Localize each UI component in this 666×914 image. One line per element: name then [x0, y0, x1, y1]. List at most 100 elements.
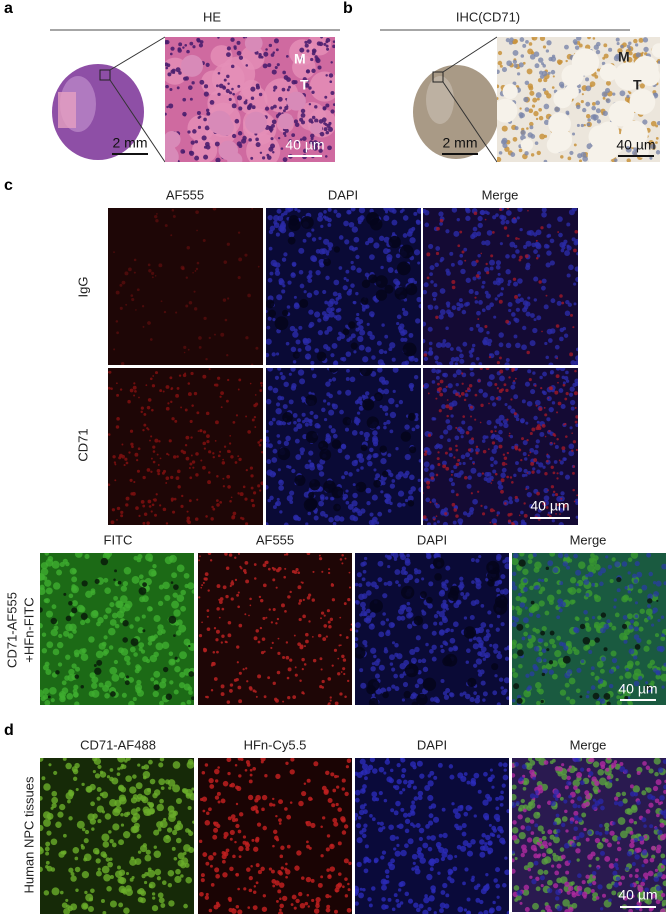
cell	[74, 762, 80, 769]
cell	[270, 137, 274, 141]
cell	[414, 578, 420, 584]
cell	[423, 896, 430, 904]
cell	[363, 823, 368, 828]
cell	[342, 667, 346, 671]
cell	[323, 624, 328, 628]
cell	[528, 85, 534, 91]
cell	[124, 457, 128, 461]
cell	[534, 561, 542, 570]
cell	[308, 391, 312, 395]
cell	[189, 150, 195, 156]
cell	[366, 590, 372, 596]
cell	[205, 411, 210, 416]
cell	[434, 305, 439, 310]
cell	[541, 208, 547, 213]
cell	[528, 503, 534, 509]
cell	[180, 589, 186, 596]
cell	[306, 778, 311, 783]
cell	[279, 897, 282, 901]
cell	[41, 776, 46, 781]
cell	[253, 563, 257, 566]
cell	[402, 215, 409, 221]
cell	[554, 106, 561, 113]
cell	[543, 658, 547, 663]
cell	[205, 811, 210, 816]
cell	[228, 91, 233, 95]
cell	[229, 866, 234, 872]
cell	[605, 80, 611, 86]
cell	[475, 259, 479, 263]
cell	[482, 698, 486, 702]
cell	[113, 808, 118, 813]
cell	[311, 115, 316, 120]
cell	[472, 643, 480, 650]
cell	[603, 43, 608, 48]
cell	[454, 854, 458, 858]
cell	[253, 885, 257, 888]
cell	[63, 630, 70, 637]
cell	[630, 619, 635, 624]
cell	[394, 643, 399, 648]
cell	[559, 513, 561, 515]
cell	[206, 434, 210, 439]
cell	[214, 795, 220, 800]
cell	[76, 820, 85, 829]
cell	[498, 342, 504, 348]
cell	[113, 461, 117, 464]
cell	[289, 801, 293, 804]
cell	[564, 682, 570, 688]
cell	[40, 607, 43, 613]
cell	[505, 210, 512, 216]
cell	[480, 646, 487, 653]
cell	[277, 468, 281, 472]
cell	[391, 479, 396, 483]
cell	[237, 276, 241, 280]
cell	[203, 647, 207, 651]
cell	[657, 618, 661, 622]
cell	[642, 119, 648, 125]
cell	[137, 763, 141, 767]
cell	[474, 393, 478, 397]
cell	[304, 82, 310, 88]
cell	[527, 48, 534, 55]
cell	[285, 641, 289, 644]
cell	[184, 443, 188, 447]
cell	[341, 562, 344, 565]
cell	[250, 86, 256, 92]
cell	[427, 846, 433, 852]
cell	[282, 895, 288, 902]
cell	[199, 79, 205, 85]
cell	[554, 344, 560, 350]
cell	[325, 130, 330, 135]
cell	[239, 565, 242, 568]
cell	[349, 514, 356, 521]
cell	[472, 226, 478, 232]
cell	[483, 771, 488, 777]
cell	[576, 104, 581, 110]
cell	[533, 276, 539, 282]
cell	[120, 823, 125, 827]
cell	[229, 683, 234, 687]
cell	[407, 412, 416, 421]
cell	[180, 605, 187, 612]
cell	[210, 864, 213, 868]
cell	[285, 341, 290, 346]
cell	[108, 386, 111, 390]
cell	[404, 843, 409, 849]
cell	[554, 650, 562, 658]
cell	[394, 652, 399, 657]
cell	[109, 857, 113, 861]
cell	[460, 268, 466, 275]
cell	[160, 629, 166, 634]
cell	[179, 651, 187, 660]
cell	[356, 321, 361, 326]
cell	[451, 280, 456, 284]
cell	[437, 463, 441, 467]
cell	[226, 52, 231, 57]
cell	[410, 388, 414, 392]
cell	[248, 138, 252, 142]
cell	[433, 775, 438, 780]
cell	[114, 870, 123, 878]
cell	[442, 640, 447, 646]
cell	[175, 476, 180, 481]
